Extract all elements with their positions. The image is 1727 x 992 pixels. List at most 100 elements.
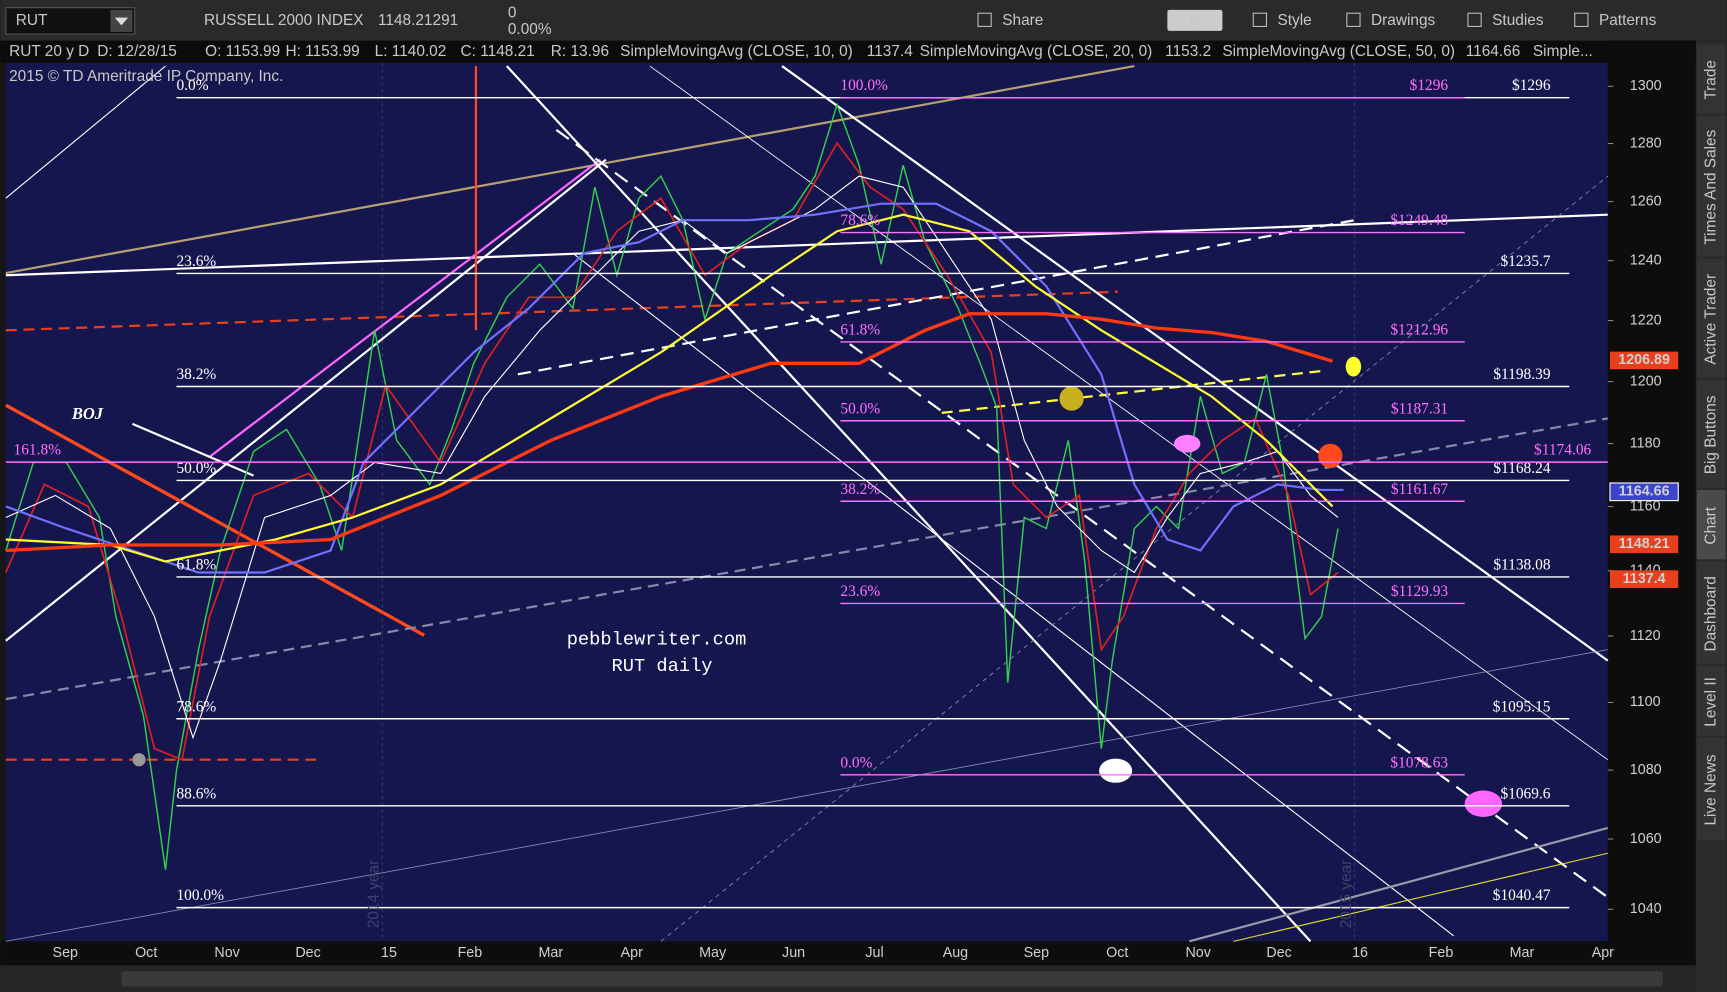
study-name: Simple... [1533,43,1593,60]
sidebar-tab-label[interactable]: Live News [1702,754,1719,825]
sidebar-tab-label[interactable]: Dashboard [1702,576,1719,651]
fib-price: $1168.24 [1493,460,1550,477]
sma-200 [5,312,1334,553]
button-icon [977,12,992,27]
marker [132,753,146,767]
annotation: pebblewriter.com [567,629,747,651]
fib-pct: 100.0% [840,77,888,94]
x-tick-label: Feb [1429,945,1454,961]
fib-price: $1235.7 [1500,253,1550,270]
period-box[interactable] [1167,9,1223,31]
x-tick-label: Mar [1510,945,1535,961]
study-value: 1137.4 [867,43,913,60]
symbol: RUT [16,12,48,29]
sidebar-tab-label[interactable]: Active Trader [1702,274,1719,365]
price-line [5,102,1339,870]
y-tick-label: 1200 [1630,373,1662,389]
trendline [5,649,1608,942]
fib-pct: 61.8% [176,556,216,573]
sma-20 [5,175,1339,740]
toolbar-button[interactable]: Share [1002,12,1043,29]
fib-pct: 78.6% [840,212,880,229]
x-tick-label: Dec [1266,945,1291,961]
fib-price: $1078.63 [1390,754,1448,771]
trendline [5,290,1118,332]
time-axis [0,941,1696,966]
x-tick-label: Oct [1106,945,1128,961]
info-field: L: 1140.02 [375,43,447,60]
dropdown-arrow [114,17,129,26]
trendline [5,213,1608,277]
info-field: R: 13.96 [551,43,609,60]
sidebar-tab-label[interactable]: Level II [1702,677,1719,727]
y-tick-label: 1300 [1630,78,1662,94]
study-value: 1153.2 [1165,43,1211,60]
annotation: RUT daily [612,655,713,677]
x-tick-label: Aug [943,945,968,961]
study-name: SimpleMovingAvg (CLOSE, 20, 0) [920,43,1153,60]
study-value: 1164.66 [1466,43,1521,60]
button-icon [1252,12,1268,27]
sidebar-tab[interactable] [1696,561,1726,664]
x-tick-label: Sep [1024,945,1049,961]
y-tick-label: 1120 [1630,628,1661,644]
info-field: O: 1153.99 [205,43,280,60]
fib-price: $1040.47 [1493,887,1551,904]
fib-pct: 0.0% [176,77,208,94]
fib-pct: 23.6% [176,253,216,270]
fib-pct: 0.0% [840,754,872,771]
fib-price: $1187.31 [1391,400,1448,417]
price-badge-label: 1137.4 [1623,571,1666,587]
x-tick-label: Apr [1592,945,1614,961]
sidebar-tab[interactable] [1696,666,1726,736]
sidebar-tab-label[interactable]: Trade [1702,60,1719,100]
sma-50 [5,202,1344,574]
fib-pct: 50.0% [840,400,880,417]
toolbar-button[interactable]: Style [1277,12,1311,29]
x-tick-label: Feb [458,945,483,961]
trendline [5,64,1135,275]
x-tick-label: Oct [135,945,157,961]
sidebar-tab[interactable] [1696,115,1726,257]
sidebar-tab-label[interactable]: Big Buttons [1702,395,1719,474]
trendline [505,65,1312,943]
fib-price: $1249.48 [1390,212,1448,229]
price-badge [1609,570,1679,588]
fib-pct: 38.2% [840,481,880,498]
trendline [517,219,1355,376]
trendline [208,158,602,458]
y-tick-label: 1240 [1630,252,1662,268]
toolbar-button[interactable]: Studies [1492,12,1544,29]
sidebar-tab[interactable] [1696,489,1726,560]
period[interactable]: D [1189,12,1200,29]
y-tick-label: 1100 [1630,694,1661,710]
x-tick-label: Nov [1185,945,1211,961]
sidebar-tab[interactable] [1696,379,1726,488]
marker [1173,434,1201,453]
sidebar-tab[interactable] [1696,258,1726,378]
x-tick-label: Mar [539,945,564,961]
y-tick-label: 1060 [1630,831,1662,847]
scroll-track[interactable] [121,971,1663,987]
x-tick-label: May [699,945,727,961]
toolbar-button[interactable]: Drawings [1371,12,1436,29]
x-tick-label: Apr [621,945,643,961]
sidebar-tab-label[interactable]: Chart [1702,506,1719,544]
toolbar-button[interactable]: Patterns [1599,12,1657,29]
trendline [781,65,1609,662]
fib-price: $1161.67 [1391,481,1448,498]
x-tick-label: Dec [295,945,320,961]
fib-price: $1174.06 [1534,442,1591,459]
toolbar [0,0,1727,41]
sidebar-tab[interactable] [1696,44,1726,114]
y-tick-label: 1160 [1630,498,1661,514]
watermark: 2015 year [1338,860,1355,929]
trendline [132,422,254,477]
fib-pct: 161.8% [14,442,62,459]
sidebar-tab[interactable] [1696,737,1726,841]
button-icon [1346,12,1361,27]
trendline [5,158,607,642]
x-tick-label: Nov [214,945,240,961]
info-field: RUT 20 y D [9,43,89,60]
sidebar-tab-label[interactable]: Times And Sales [1702,129,1719,244]
